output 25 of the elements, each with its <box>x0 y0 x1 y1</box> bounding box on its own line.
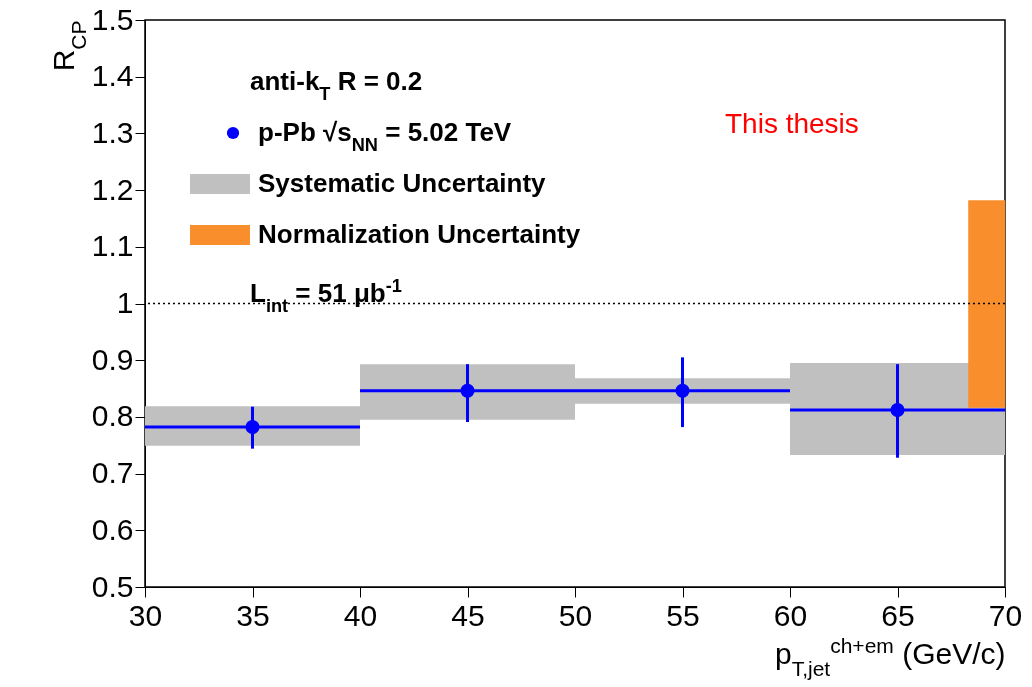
legend-label: Systematic Uncertainty <box>258 168 547 198</box>
x-tick-label: 45 <box>451 598 485 632</box>
y-tick-label: 0.7 <box>91 456 134 490</box>
y-tick-label: 1.2 <box>91 172 134 206</box>
x-tick-label: 35 <box>236 598 270 632</box>
x-tick-label: 40 <box>343 598 378 632</box>
legend-label: Normalization Uncertainty <box>258 219 581 249</box>
annotation: anti-k$_{T}$ R = 0.2 <box>250 66 423 104</box>
legend-label: p-Pb √s$_{NN}$ = 5.02 TeV <box>258 117 512 155</box>
y-tick-label: 1.1 <box>91 229 134 263</box>
y-tick-label: 1.4 <box>91 59 134 93</box>
y-tick-label: 0.6 <box>91 512 134 546</box>
bar <box>968 200 1006 408</box>
x-axis-title: p$_{T,jet}$$^{ch+em}$ (GeV/c) <box>774 633 1006 679</box>
y-tick-label: 0.8 <box>91 399 134 433</box>
y-tick-label: 0.9 <box>91 342 134 376</box>
y-tick-label: 1 <box>116 286 134 319</box>
y-tick-label: 1.3 <box>91 115 134 149</box>
x-tick-label: 55 <box>666 598 700 632</box>
x-tick-label: 60 <box>773 598 808 632</box>
y-tick-label: 1.5 <box>91 2 134 36</box>
x-tick-label: 70 <box>988 598 1023 632</box>
annotation: This thesis <box>725 108 859 139</box>
x-tick-label: 65 <box>881 598 915 632</box>
x-tick-label: 50 <box>558 598 593 632</box>
